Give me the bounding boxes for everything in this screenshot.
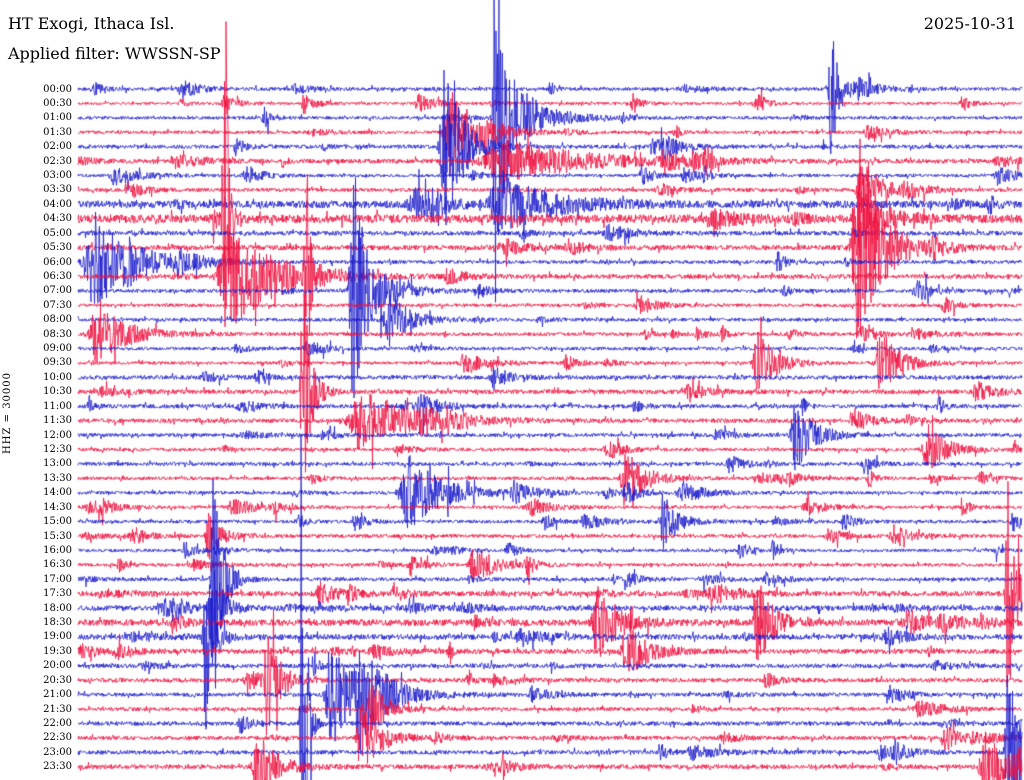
time-label-02:00: 02:00 (43, 141, 72, 153)
time-label-13:00: 13:00 (43, 458, 72, 470)
time-label-00:00: 00:00 (43, 83, 72, 95)
time-label-23:00: 23:00 (43, 746, 72, 758)
time-label-17:30: 17:30 (43, 588, 72, 600)
time-label-11:30: 11:30 (43, 415, 72, 427)
time-label-20:30: 20:30 (43, 674, 72, 686)
time-label-21:00: 21:00 (43, 689, 72, 701)
time-label-19:00: 19:00 (43, 631, 72, 643)
time-label-05:00: 05:00 (43, 227, 72, 239)
time-label-04:00: 04:00 (43, 198, 72, 210)
time-label-04:30: 04:30 (43, 213, 72, 225)
time-label-16:00: 16:00 (43, 544, 72, 556)
time-label-19:30: 19:30 (43, 645, 72, 657)
time-label-03:00: 03:00 (43, 170, 72, 182)
time-label-06:00: 06:00 (43, 256, 72, 268)
time-label-01:30: 01:30 (43, 126, 72, 138)
time-label-21:30: 21:30 (43, 703, 72, 715)
date-label: 2025-10-31 (923, 14, 1016, 33)
time-label-11:00: 11:00 (43, 400, 72, 412)
time-label-05:30: 05:30 (43, 242, 72, 254)
time-label-12:30: 12:30 (43, 444, 72, 455)
time-label-17:00: 17:00 (43, 573, 72, 585)
time-label-09:30: 09:30 (43, 357, 72, 369)
time-label-03:30: 03:30 (43, 184, 72, 196)
time-label-15:00: 15:00 (43, 516, 72, 528)
channel-scale-label: HHZ = 30000 (2, 372, 13, 454)
time-label-22:30: 22:30 (43, 732, 72, 744)
time-label-14:00: 14:00 (43, 487, 72, 499)
time-label-15:30: 15:30 (43, 530, 72, 542)
station-title: HT Exogi, Ithaca Isl. (8, 14, 175, 33)
time-label-07:30: 07:30 (43, 299, 72, 311)
time-label-23:30: 23:30 (43, 761, 72, 773)
time-label-13:30: 13:30 (43, 472, 72, 484)
time-label-06:30: 06:30 (43, 270, 72, 282)
time-label-09:00: 09:00 (43, 343, 72, 355)
time-label-10:00: 10:00 (43, 371, 72, 383)
time-label-08:30: 08:30 (43, 328, 72, 340)
time-label-14:30: 14:30 (43, 501, 72, 513)
filter-label: Applied filter: WWSSN-SP (8, 44, 221, 63)
time-label-01:00: 01:00 (43, 112, 72, 124)
time-label-07:00: 07:00 (43, 285, 72, 297)
time-label-10:30: 10:30 (43, 386, 72, 398)
time-label-00:30: 00:30 (43, 97, 72, 109)
time-label-20:00: 20:00 (43, 660, 72, 672)
time-label-02:30: 02:30 (43, 155, 72, 167)
time-label-08:00: 08:00 (43, 314, 72, 326)
time-label-18:00: 18:00 (43, 602, 72, 614)
time-label-22:00: 22:00 (43, 717, 72, 729)
time-label-12:00: 12:00 (43, 429, 72, 441)
time-label-18:30: 18:30 (43, 617, 72, 629)
time-label-16:30: 16:30 (43, 559, 72, 571)
